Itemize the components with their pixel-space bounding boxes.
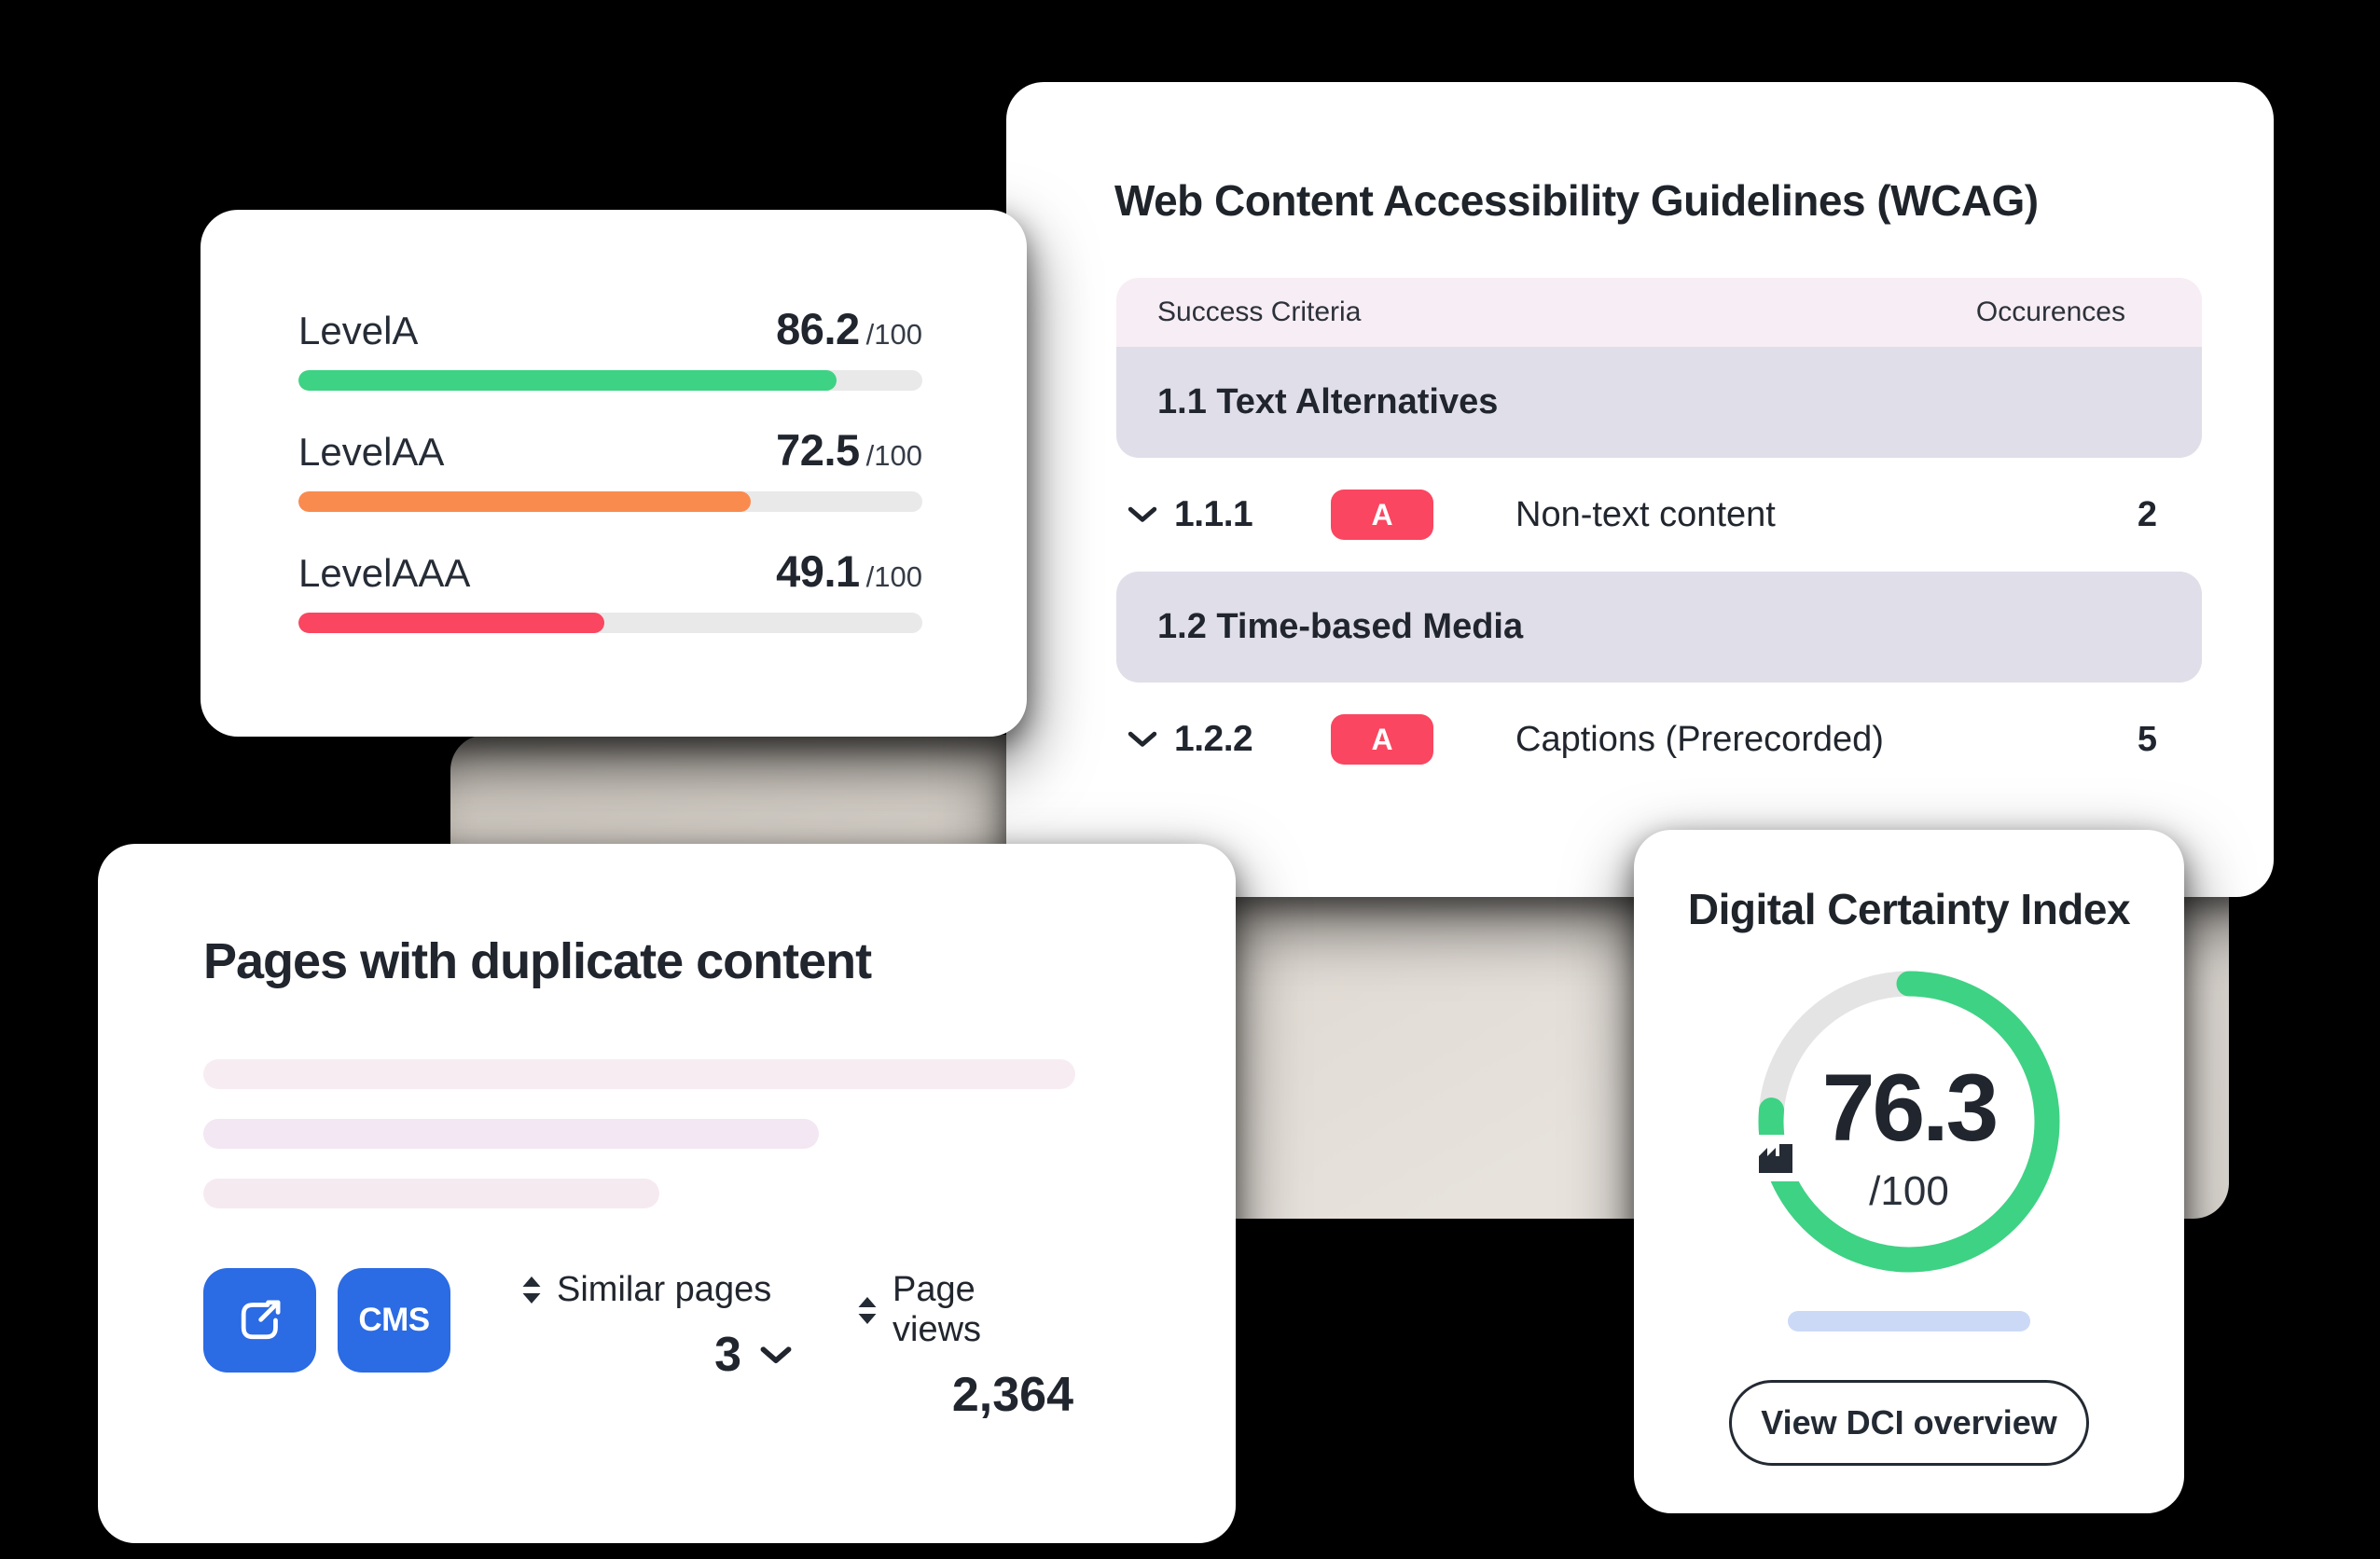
- similar-pages-value[interactable]: 3: [521, 1327, 792, 1383]
- wcag-scores-card: LevelA 86.2/100 LevelAA 72.5/100 LevelAA…: [201, 210, 1027, 737]
- criteria-name: Non-text content: [1515, 494, 1776, 534]
- criteria-row-1-1-1[interactable]: 1.1.1 A Non-text content 2: [1116, 458, 2202, 572]
- score-value: 86.2/100: [776, 304, 922, 353]
- duplicate-card-title: Pages with duplicate content: [203, 933, 872, 989]
- page-views-stat: Page views 2,364: [857, 1268, 1073, 1423]
- criteria-id: 1.2.2: [1174, 719, 1253, 759]
- wcag-table-header: Success Criteria Occurences: [1116, 278, 2202, 347]
- placeholder-row: [203, 1119, 819, 1149]
- sort-icon: [858, 1296, 877, 1324]
- score-label: LevelAAA: [298, 551, 471, 595]
- criteria-name: Captions (Prerecorded): [1515, 719, 1884, 759]
- wcag-card-title: Web Content Accessibility Guidelines (WC…: [1114, 176, 2039, 225]
- score-label: LevelAA: [298, 430, 445, 474]
- sort-icon: [522, 1276, 541, 1304]
- duplicate-content-card: Pages with duplicate content CMS: [98, 844, 1236, 1543]
- score-suffix: /100: [865, 560, 922, 593]
- chevron-down-icon[interactable]: [1128, 730, 1157, 749]
- siteimprove-factory-icon: [1749, 1135, 1803, 1181]
- score-label: LevelA: [298, 309, 419, 352]
- gauge-rings: [1758, 971, 2060, 1273]
- page-views-sort[interactable]: Page views: [857, 1270, 1073, 1350]
- placeholder-rows: [203, 1059, 1184, 1208]
- score-progressbar: [298, 370, 922, 391]
- section-heading-1-1: 1.1 Text Alternatives: [1116, 347, 2202, 458]
- score-suffix: /100: [865, 318, 922, 351]
- score-suffix: /100: [865, 439, 922, 472]
- chevron-down-icon[interactable]: [1128, 505, 1157, 524]
- wcag-guidelines-card: Web Content Accessibility Guidelines (WC…: [1006, 82, 2274, 897]
- score-row-level-a: LevelA 86.2/100: [298, 303, 922, 391]
- stat-label: Similar pages: [557, 1270, 772, 1309]
- placeholder-row: [203, 1179, 659, 1208]
- cms-button[interactable]: CMS: [338, 1268, 450, 1373]
- score-value: 72.5/100: [776, 425, 922, 475]
- score-row-level-aaa: LevelAAA 49.1/100: [298, 545, 922, 633]
- section-heading-1-2: 1.2 Time-based Media: [1116, 572, 2202, 683]
- dci-progressbar: [1788, 1311, 2030, 1331]
- column-occurences: Occurences: [1975, 297, 2125, 327]
- chevron-down-icon: [760, 1345, 792, 1363]
- placeholder-row: [203, 1059, 1075, 1089]
- cms-button-label: CMS: [358, 1302, 430, 1338]
- stat-label: Page views: [892, 1270, 982, 1349]
- view-dci-overview-button[interactable]: View DCI overview: [1729, 1380, 2089, 1466]
- dci-card: Digital Certainty Index 76.3 /100 View D…: [1634, 830, 2184, 1513]
- criteria-row-1-2-2[interactable]: 1.2.2 A Captions (Prerecorded) 5: [1116, 683, 2202, 796]
- column-success-criteria: Success Criteria: [1157, 297, 1362, 327]
- external-link-icon: [241, 1300, 280, 1340]
- similar-pages-stat: Similar pages 3: [521, 1268, 792, 1383]
- gauge-score-block: 76.3 /100: [1758, 1060, 2060, 1215]
- score-progressbar: [298, 613, 922, 633]
- occurences-count: 2: [2137, 494, 2157, 534]
- dci-gauge: 76.3 /100: [1749, 971, 2060, 1273]
- open-page-button[interactable]: [203, 1268, 316, 1373]
- dci-score-suffix: /100: [1869, 1168, 1949, 1214]
- occurences-count: 5: [2137, 719, 2157, 759]
- dci-score: 76.3: [1821, 1055, 1999, 1161]
- wcag-table: Success Criteria Occurences 1.1 Text Alt…: [1116, 278, 2202, 796]
- similar-pages-sort[interactable]: Similar pages: [521, 1270, 792, 1310]
- score-row-level-aa: LevelAA 72.5/100: [298, 424, 922, 512]
- criteria-id: 1.1.1: [1174, 494, 1253, 534]
- page-views-value: 2,364: [951, 1368, 1073, 1422]
- dci-card-title: Digital Certainty Index: [1687, 885, 2131, 933]
- score-value: 49.1/100: [776, 546, 922, 596]
- level-a-badge: A: [1331, 714, 1433, 765]
- level-a-badge: A: [1331, 490, 1433, 540]
- score-progressbar: [298, 491, 922, 512]
